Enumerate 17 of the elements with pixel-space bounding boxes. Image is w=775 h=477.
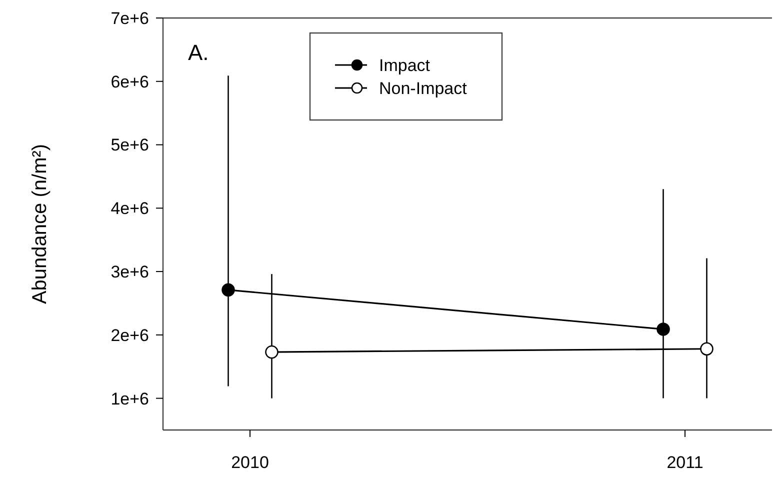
point — [265, 345, 278, 359]
x-tick-label: 2011 — [666, 453, 704, 472]
y-tick-label: 6e+6 — [110, 72, 149, 92]
y-tick-label: 4e+6 — [110, 199, 149, 218]
y-tick-label: 3e+6 — [110, 262, 149, 282]
legend-label: Non-Impact — [379, 78, 468, 98]
point — [222, 283, 235, 297]
y-tick-label: 7e+6 — [110, 8, 149, 28]
x-tick-label: 2010 — [231, 453, 269, 472]
y-tick-label: 1e+6 — [110, 389, 149, 408]
point — [656, 322, 670, 336]
point — [700, 342, 714, 356]
legend-label: Impact — [379, 56, 430, 75]
annotation: A. — [188, 40, 209, 65]
y-axis-title: Abundance (n/m²) — [29, 144, 51, 304]
y-tick-label: 5e+6 — [110, 136, 149, 155]
y-tick-label: 2e+6 — [110, 326, 149, 345]
